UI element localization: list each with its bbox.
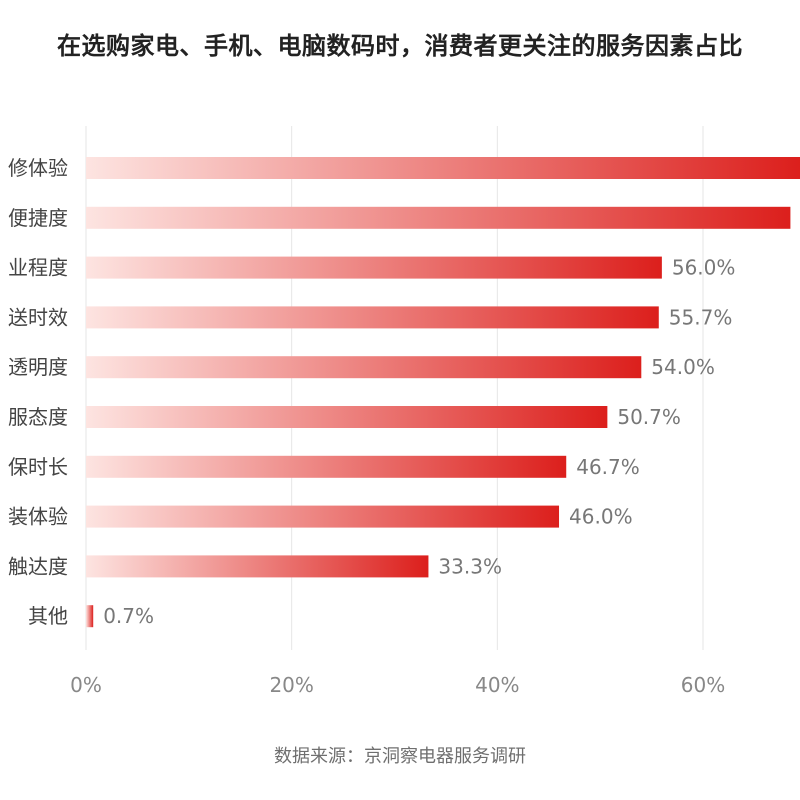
- chart-source: 数据来源：京洞察电器服务调研: [274, 746, 526, 767]
- bar: [86, 406, 608, 428]
- bar: [86, 256, 662, 279]
- category-label: 保时长: [8, 455, 68, 479]
- value-label: 33.3%: [438, 554, 502, 578]
- category-label: 送时效: [8, 305, 68, 329]
- bar: [86, 605, 94, 628]
- category-label: 便捷度: [8, 206, 68, 230]
- category-label: 装体验: [8, 505, 68, 529]
- bars: [86, 157, 800, 628]
- bar: [86, 206, 791, 229]
- x-tick-label: 0%: [70, 673, 102, 697]
- bar: [86, 356, 642, 379]
- bar: [86, 505, 560, 528]
- value-label: 0.7%: [103, 604, 154, 628]
- category-label: 其他: [28, 604, 68, 628]
- value-label: 54.0%: [651, 355, 715, 379]
- value-label: 46.7%: [576, 455, 640, 479]
- bar: [86, 455, 567, 478]
- bar: [86, 555, 429, 578]
- category-label: 修体验: [8, 156, 68, 180]
- value-label: 56.0%: [672, 256, 736, 280]
- category-label: 业程度: [8, 256, 68, 280]
- value-label: 46.0%: [569, 505, 633, 529]
- bar: [86, 157, 800, 179]
- x-tick-label: 60%: [681, 673, 725, 697]
- category-label: 透明度: [8, 355, 68, 379]
- x-tick-label: 20%: [269, 673, 313, 697]
- x-tick-label: 40%: [475, 673, 519, 697]
- category-label: 服态度: [8, 405, 68, 429]
- bar: [86, 306, 659, 329]
- category-label: 触达度: [8, 554, 68, 578]
- value-label: 55.7%: [669, 305, 733, 329]
- value-label: 50.7%: [617, 405, 681, 429]
- chart-title: 在选购家电、手机、电脑数码时，消费者更关注的服务因素占比: [57, 32, 743, 60]
